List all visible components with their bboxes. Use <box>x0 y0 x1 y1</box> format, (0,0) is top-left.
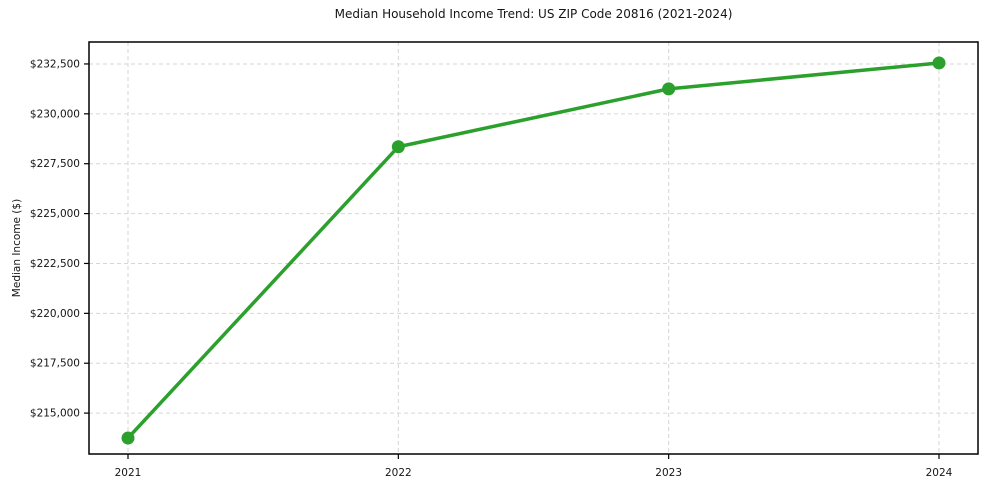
data-point-2024 <box>932 56 946 70</box>
y-tick-label: $232,500 <box>30 58 80 70</box>
x-tick-label: 2021 <box>115 467 142 479</box>
x-tick-label: 2023 <box>655 467 682 479</box>
y-tick-label: $215,000 <box>30 408 80 420</box>
y-tick-label: $222,500 <box>30 258 80 270</box>
x-tick-label: 2024 <box>926 467 953 479</box>
x-tick-label: 2022 <box>385 467 412 479</box>
line-series <box>126 61 941 440</box>
y-tick-label: $230,000 <box>30 108 80 120</box>
y-tick-label: $225,000 <box>30 208 80 220</box>
data-point-2021 <box>121 431 135 445</box>
y-tick-label: $227,500 <box>30 158 80 170</box>
chart-title: Median Household Income Trend: US ZIP Co… <box>334 7 733 21</box>
data-point-2023 <box>662 82 676 96</box>
data-point-2022 <box>391 140 405 154</box>
y-tick-label: $220,000 <box>30 308 80 320</box>
plot-border <box>88 41 979 455</box>
y-tick-label: $217,500 <box>30 358 80 370</box>
